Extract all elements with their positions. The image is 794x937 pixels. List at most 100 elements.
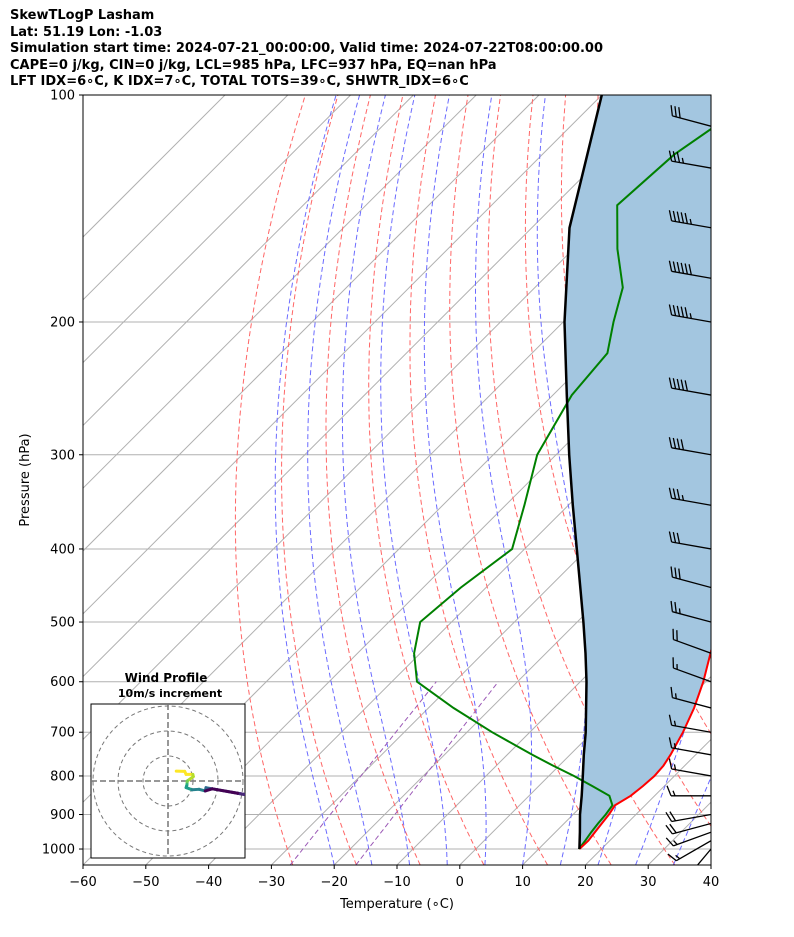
y-axis-label: Pressure (hPa)	[18, 433, 33, 526]
wind-barb-shaft	[672, 115, 711, 127]
dry-adiabat-line	[281, 95, 357, 865]
wind-barb-shaft	[671, 387, 711, 396]
wind-barb-shaft	[671, 724, 711, 733]
moist-adiabat-line	[672, 776, 711, 865]
temperature-line	[578, 647, 711, 850]
dry-adiabat-line	[409, 95, 549, 865]
dry-adiabat-line	[368, 95, 485, 865]
wind-barb-shaft	[672, 576, 711, 589]
wind-barb-flag	[676, 262, 681, 273]
dry-adiabat-line	[761, 95, 794, 865]
wind-barb-flag	[670, 686, 674, 698]
parcel-shade-area	[564, 95, 711, 849]
wind-profile-inset: Wind Profile 10m/s increment	[90, 671, 246, 859]
wind-barb-flag	[668, 377, 673, 389]
isotherm-line	[396, 550, 711, 865]
wind-barb	[670, 105, 711, 127]
wind-barb-flag	[676, 378, 681, 390]
x-tick-label: 40	[703, 875, 720, 890]
wind-barb-flag	[678, 107, 681, 119]
wind-barb-half-flag	[681, 157, 685, 164]
wind-barb	[672, 657, 711, 683]
wind-barbs	[665, 105, 711, 865]
wind-barb-flag	[668, 260, 673, 272]
wind-barb-flag	[668, 714, 673, 726]
dry-adiabat-line	[487, 95, 676, 865]
dry-adiabat-line	[234, 95, 306, 865]
wind-barb-half-flag	[672, 790, 676, 797]
wind-barb	[668, 377, 711, 396]
wind-barb-half-flag	[673, 720, 677, 727]
time-line: Simulation start time: 2024-07-21_00:00:…	[10, 41, 603, 56]
wind-barb-flag	[680, 262, 685, 274]
index-line: LFT IDX=6∘C, K IDX=7∘C, TOTAL TOTS=39∘C,…	[10, 74, 469, 89]
wind-barb-flag	[665, 837, 674, 847]
wind-barb-flag	[676, 305, 681, 317]
cape-line: CAPE=0 j/kg, CIN=0 j/kg, LCL=985 hPa, LF…	[10, 57, 497, 73]
y-tick-label: 100	[50, 89, 75, 104]
wind-barb-flag	[674, 601, 677, 613]
wind-barb-flag	[680, 379, 685, 391]
x-tick-label: −20	[320, 875, 347, 890]
wind-barb	[668, 437, 711, 456]
wind-barb-half-flag	[678, 608, 681, 614]
wind-barb-flag	[684, 263, 689, 275]
wind-barb-flag	[665, 824, 673, 835]
wind-barb-shaft	[672, 611, 711, 623]
mixing-ratio-line	[355, 681, 499, 865]
wind-barb-flag	[678, 568, 681, 580]
isotherm-line	[83, 95, 289, 301]
wind-barb	[668, 758, 711, 777]
moist-adiabat-line	[380, 95, 448, 865]
wind-barb-flag	[684, 380, 689, 392]
profile-lines	[413, 95, 711, 850]
wind-barb-flag	[672, 151, 677, 162]
isotherm-line	[83, 95, 414, 427]
wind-barb	[672, 628, 711, 654]
isotherm-line	[271, 424, 711, 865]
wind-barb-shaft	[671, 813, 711, 823]
wind-barb-flag	[670, 105, 674, 116]
wind-barb	[668, 531, 711, 550]
wind-barb-shaft	[673, 667, 711, 683]
isotherm-line	[83, 95, 665, 678]
wind-barb	[668, 714, 711, 733]
wind-barb-shaft	[676, 840, 711, 862]
wind-barb-shaft	[673, 831, 711, 847]
wind-barb-flag	[680, 439, 685, 451]
chart-title: SkewTLogP Lasham	[10, 8, 155, 23]
mixing-ratio-lines	[289, 681, 499, 865]
y-tick-label: 200	[50, 315, 75, 330]
x-tick-label: 30	[640, 875, 657, 890]
hodograph-segment	[210, 787, 240, 795]
wind-barb-shaft	[672, 696, 711, 709]
moist-adiabat-line	[536, 95, 588, 865]
chart-header: SkewTLogP Lasham Lat: 51.19 Lon: -1.03 S…	[10, 8, 603, 91]
wind-barb-flag	[666, 785, 672, 797]
isotherm-line	[83, 95, 477, 489]
wind-barb-shaft	[673, 638, 711, 654]
moist-adiabat-line	[307, 95, 373, 865]
y-tick-label: 400	[50, 542, 75, 557]
wind-barb	[668, 304, 711, 323]
wind-barb	[665, 811, 711, 823]
hodograph-segment	[203, 787, 214, 793]
wind-barb	[665, 822, 711, 835]
wind-barb-flag	[684, 307, 689, 318]
wind-barb-half-flag	[689, 313, 692, 319]
isotherm-line	[83, 95, 603, 615]
wind-barb-flag	[672, 210, 677, 222]
wind-barb-flag	[670, 600, 674, 612]
wind-barb	[667, 840, 711, 862]
y-tick-label: 700	[50, 726, 75, 741]
wind-barb-flag	[676, 489, 681, 500]
moist-adiabat-line	[274, 95, 337, 865]
wind-barb-shaft	[671, 541, 711, 550]
wind-barb-flag	[676, 532, 681, 544]
mixing-ratio-line	[289, 681, 437, 865]
isotherm-line	[83, 95, 226, 238]
wind-barb-flag	[669, 811, 677, 822]
x-tick-label: 20	[577, 875, 594, 890]
wind-barb-flag	[672, 488, 677, 500]
